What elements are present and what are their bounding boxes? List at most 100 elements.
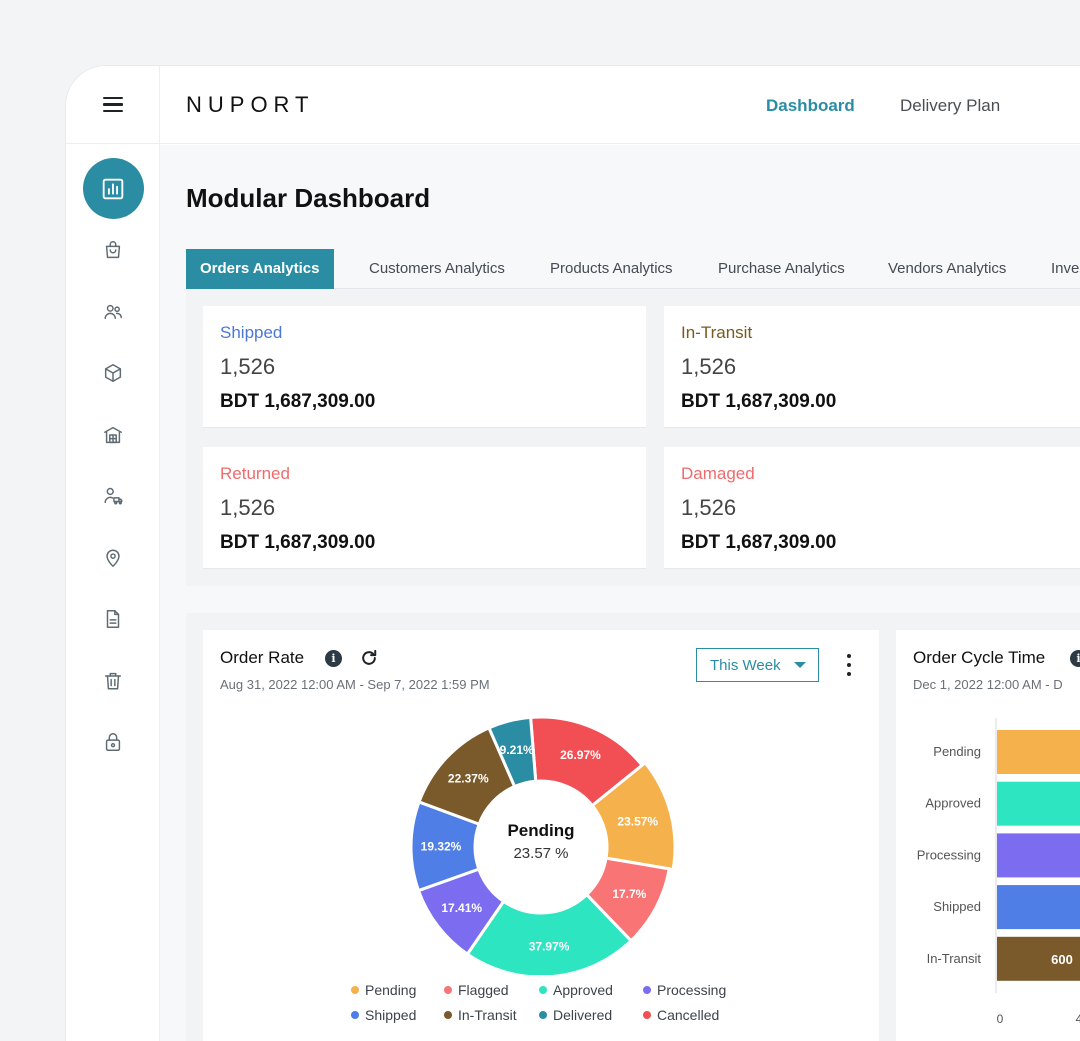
stat-amount: BDT 1,687,309.00: [681, 391, 837, 412]
donut-slice-label: 22.37%: [448, 771, 489, 785]
legend-label: Pending: [365, 982, 417, 998]
donut-slice-pending[interactable]: [590, 760, 677, 872]
period-dropdown[interactable]: This Week: [696, 648, 819, 682]
nav-delivery-plan[interactable]: Delivery Plan: [900, 96, 1001, 115]
legend-item-flagged[interactable]: Flagged: [444, 982, 509, 998]
x-tick-label: 0: [997, 1012, 1004, 1026]
stat-amount: BDT 1,687,309.00: [220, 532, 376, 553]
stat-card-damaged: Damaged 1,526 BDT 1,687,309.00: [664, 447, 1080, 569]
sidebar-item-products[interactable]: [66, 343, 160, 405]
info-icon[interactable]: i: [1070, 650, 1080, 667]
location-pin-icon: [106, 549, 120, 567]
order-rate-panel: Order Rate i Aug 31, 2022 12:00 AM - Sep…: [203, 630, 879, 1041]
caret-down-icon: [794, 662, 806, 668]
legend-item-in-transit[interactable]: In-Transit: [444, 1007, 517, 1023]
legend-label: Shipped: [365, 1007, 417, 1023]
bar-in-transit[interactable]: [997, 936, 1080, 981]
stat-label: In-Transit: [681, 323, 753, 342]
bar-category-label: In-Transit: [927, 951, 982, 966]
donut-slice-delivered[interactable]: [487, 715, 538, 789]
x-tick-label: 4: [1076, 1012, 1080, 1026]
period-dropdown-value: This Week: [710, 656, 781, 674]
stat-count: 1,526: [220, 495, 276, 520]
sidebar-item-locations[interactable]: [66, 527, 160, 589]
legend-dot: [539, 986, 547, 994]
donut-slice-label: 19.32%: [421, 839, 462, 853]
legend-item-shipped[interactable]: Shipped: [351, 1007, 416, 1023]
document-icon: [106, 610, 120, 629]
box-icon: [104, 364, 122, 383]
stat-amount: BDT 1,687,309.00: [681, 532, 837, 553]
sidebar-item-trash[interactable]: [66, 650, 160, 712]
stats-section: Shipped 1,526 BDT 1,687,309.00 In-Transi…: [186, 289, 1080, 586]
stat-label: Returned: [220, 464, 290, 483]
main-content: Modular Dashboard Orders Analytics Custo…: [160, 145, 1080, 1041]
tab-customers-analytics[interactable]: Customers Analytics: [369, 260, 505, 277]
sidebar-item-warehouse[interactable]: [66, 404, 160, 466]
sidebar-item-security[interactable]: [66, 712, 160, 774]
donut-center-label: Pending: [507, 821, 574, 840]
top-header: NUPORT Dashboard Delivery Plan: [160, 66, 1080, 144]
more-options-icon[interactable]: [846, 654, 852, 676]
order-cycle-bar-chart: Pending Approved Processing Shipped In-Trans…: [917, 718, 1080, 1026]
tab-purchase-analytics[interactable]: Purchase Analytics: [718, 260, 845, 277]
menu-icon[interactable]: [102, 96, 123, 113]
refresh-icon[interactable]: [359, 648, 379, 668]
tab-products-analytics[interactable]: Products Analytics: [550, 260, 673, 277]
donut-slice-label: 26.97%: [560, 748, 601, 762]
legend-label: Flagged: [458, 982, 509, 998]
legend-item-pending[interactable]: Pending: [351, 982, 416, 998]
user-truck-icon: [104, 487, 123, 505]
legend-dot: [539, 1011, 547, 1019]
donut-slice-label: 37.97%: [529, 940, 570, 954]
brand-logo: NUPORT: [186, 92, 315, 117]
page-title: Modular Dashboard: [186, 183, 431, 213]
chart-icon: [102, 178, 124, 200]
order-cycle-title: Order Cycle Time: [913, 648, 1046, 667]
sidebar-item-orders[interactable]: [66, 220, 160, 282]
nav-dashboard[interactable]: Dashboard: [766, 96, 855, 115]
bar-category-label: Processing: [917, 847, 981, 862]
sidebar: [66, 66, 160, 1041]
legend-label: Approved: [553, 982, 613, 998]
donut-slice-label: 9.21%: [500, 743, 534, 757]
tab-vendors-analytics[interactable]: Vendors Analytics: [888, 260, 1007, 277]
bar-pending[interactable]: [997, 730, 1080, 774]
sidebar-item-customers[interactable]: [66, 281, 160, 343]
legend-item-delivered[interactable]: Delivered: [539, 1007, 612, 1023]
bar-shipped[interactable]: [997, 885, 1080, 930]
bar-category-label: Shipped: [933, 899, 981, 914]
donut-slice-approved[interactable]: [465, 892, 634, 975]
stat-card-returned: Returned 1,526 BDT 1,687,309.00: [203, 447, 646, 569]
sidebar-item-delivery[interactable]: [66, 466, 160, 528]
sidebar-item-dashboard[interactable]: [66, 158, 160, 220]
legend-dot: [351, 986, 359, 994]
legend-label: Cancelled: [657, 1007, 720, 1023]
users-icon: [104, 304, 122, 319]
legend-dot: [351, 1011, 359, 1019]
bar-category-label: Pending: [933, 744, 981, 759]
warehouse-icon: [104, 426, 122, 443]
bar-approved[interactable]: [997, 781, 1080, 826]
legend-item-processing[interactable]: Processing: [643, 982, 726, 998]
legend-label: Processing: [657, 982, 727, 998]
tab-inventory-analytics[interactable]: Inve: [1051, 260, 1080, 277]
order-cycle-panel: Order Cycle Time i Dec 1, 2022 12:00 AM …: [896, 630, 1080, 1041]
donut-slice-label: 23.57%: [617, 815, 658, 829]
analytics-tabs: Orders Analytics Customers Analytics Pro…: [186, 249, 1080, 289]
stat-label: Damaged: [681, 464, 755, 483]
stat-card-in-transit: In-Transit 1,526 BDT 1,687,309.00: [664, 306, 1080, 428]
legend-dot: [444, 1011, 452, 1019]
legend-dot: [444, 986, 452, 994]
stat-count: 1,526: [681, 495, 737, 520]
legend-label: In-Transit: [458, 1007, 517, 1023]
sidebar-item-reports[interactable]: [66, 589, 160, 651]
bar-processing[interactable]: [997, 833, 1080, 878]
donut-slice-label: 17.41%: [441, 901, 482, 915]
order-rate-donut-chart: 26.97% 23.57% 17.7% 37.97% 17.41% 19.32% 22.37…: [409, 715, 677, 975]
info-icon[interactable]: i: [325, 650, 342, 667]
order-cycle-date-range: Dec 1, 2022 12:00 AM - D: [913, 677, 1063, 692]
legend-item-cancelled[interactable]: Cancelled: [643, 1007, 719, 1023]
tab-orders-analytics[interactable]: Orders Analytics: [186, 249, 334, 289]
legend-item-approved[interactable]: Approved: [539, 982, 613, 998]
